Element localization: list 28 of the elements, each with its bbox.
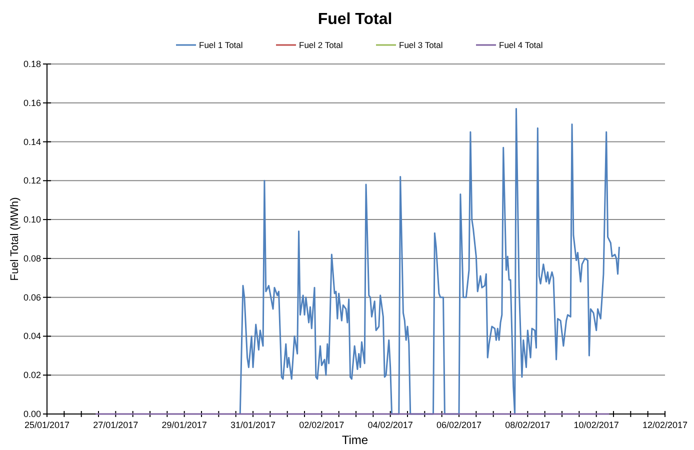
legend-label: Fuel 2 Total: [299, 40, 343, 50]
x-axis-title: Time: [342, 433, 368, 447]
x-tick-label: 06/02/2017: [436, 420, 482, 430]
x-tick-label: 29/01/2017: [162, 420, 207, 430]
x-tick-label: 25/01/2017: [24, 420, 70, 430]
x-tick-label: 02/02/2017: [299, 420, 344, 430]
x-tick-label: 27/01/2017: [93, 420, 138, 430]
y-tick-label: 0.08: [23, 253, 41, 264]
legend-label: Fuel 4 Total: [499, 40, 543, 50]
x-tick-label: 31/01/2017: [230, 420, 276, 430]
x-tick-label: 10/02/2017: [574, 420, 619, 430]
legend-label: Fuel 3 Total: [399, 40, 443, 50]
y-tick-label: 0.06: [23, 292, 41, 302]
line-series: [239, 108, 620, 415]
y-tick-label: 0.18: [23, 59, 41, 69]
y-tick-label: 0.10: [23, 214, 41, 225]
x-tick-label: 08/02/2017: [505, 420, 550, 430]
x-tick-label: 04/02/2017: [368, 420, 413, 430]
y-tick-label: 0.14: [23, 136, 41, 147]
y-axis-title: Fuel Total (MWh): [9, 197, 21, 281]
y-tick-label: 0.16: [23, 98, 41, 108]
chart-title: Fuel Total: [318, 11, 392, 28]
x-tick-label: 12/02/2017: [642, 420, 688, 430]
y-tick-label: 0.00: [23, 409, 41, 419]
y-tick-label: 0.02: [23, 370, 41, 380]
y-tick-label: 0.12: [23, 176, 41, 186]
y-tick-label: 0.04: [23, 331, 41, 342]
legend-label: Fuel 1 Total: [199, 40, 243, 50]
